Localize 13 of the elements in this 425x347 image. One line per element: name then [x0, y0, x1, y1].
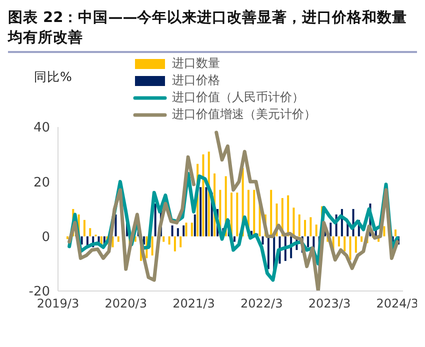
- y-tick-label: 20: [33, 175, 50, 190]
- chart-title: 图表 22：中国——今年以来进口改善显著，进口价格和数量均有所改善: [8, 8, 417, 53]
- y-axis-title: 同比%: [34, 69, 72, 86]
- legend-label: 进口数量: [172, 55, 220, 72]
- x-tick-label: 2021/3: [172, 296, 215, 311]
- legend-label: 进口价值增速（美元计价）: [172, 106, 316, 123]
- y-tick-label: 40: [33, 120, 50, 136]
- x-tick-label: 2023/3: [308, 296, 351, 311]
- legend-label: 进口价格: [172, 72, 220, 89]
- y-tick-label: 0: [42, 230, 50, 245]
- x-tick-label: 2020/3: [104, 296, 147, 311]
- legend-label: 进口价值（人民币计价）: [172, 89, 304, 106]
- x-tick-label: 2022/3: [240, 296, 283, 311]
